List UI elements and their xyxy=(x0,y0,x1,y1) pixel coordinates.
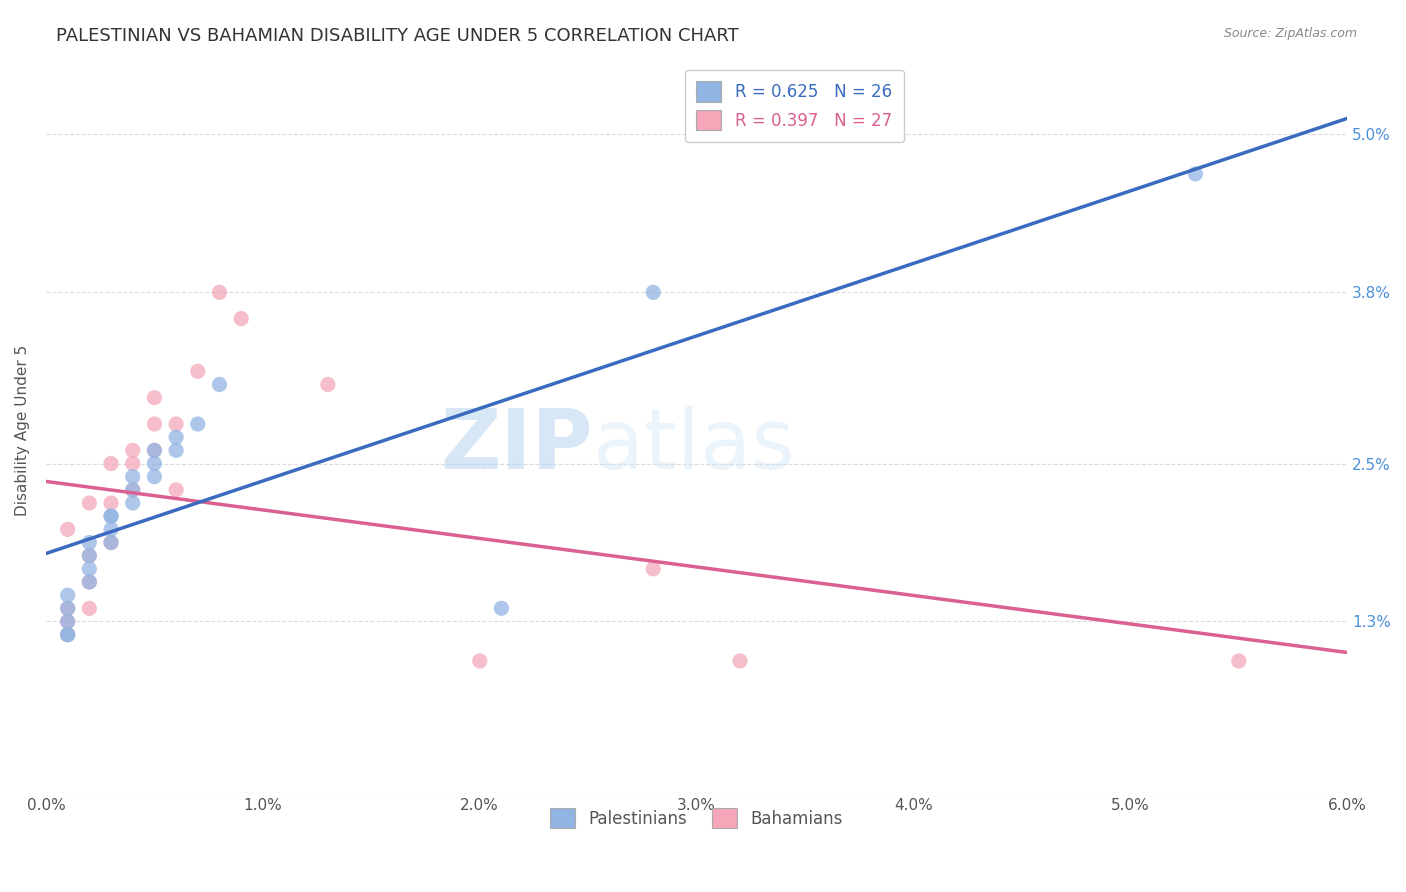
Point xyxy=(100,509,122,524)
Point xyxy=(187,417,209,431)
Point xyxy=(165,417,187,431)
Y-axis label: Disability Age Under 5: Disability Age Under 5 xyxy=(15,345,30,516)
Point xyxy=(121,457,143,471)
Point xyxy=(56,628,79,642)
Point xyxy=(165,430,187,444)
Point xyxy=(165,443,187,458)
Point xyxy=(728,654,751,668)
Text: ZIP: ZIP xyxy=(440,405,592,485)
Point xyxy=(1184,167,1206,181)
Point xyxy=(56,601,79,615)
Point xyxy=(56,615,79,629)
Point xyxy=(1227,654,1250,668)
Point xyxy=(208,377,231,392)
Point xyxy=(121,496,143,510)
Point xyxy=(56,628,79,642)
Point xyxy=(79,496,101,510)
Point xyxy=(56,628,79,642)
Text: PALESTINIAN VS BAHAMIAN DISABILITY AGE UNDER 5 CORRELATION CHART: PALESTINIAN VS BAHAMIAN DISABILITY AGE U… xyxy=(56,27,740,45)
Point xyxy=(79,549,101,563)
Text: atlas: atlas xyxy=(592,405,794,485)
Point xyxy=(121,483,143,497)
Point xyxy=(468,654,491,668)
Point xyxy=(100,457,122,471)
Point xyxy=(100,522,122,536)
Point xyxy=(316,377,339,392)
Point xyxy=(143,443,166,458)
Point xyxy=(143,469,166,483)
Point xyxy=(143,391,166,405)
Point xyxy=(643,562,665,576)
Point xyxy=(187,364,209,378)
Legend: Palestinians, Bahamians: Palestinians, Bahamians xyxy=(544,801,849,835)
Point xyxy=(100,509,122,524)
Point xyxy=(79,562,101,576)
Point xyxy=(79,574,101,589)
Point xyxy=(56,601,79,615)
Point xyxy=(121,483,143,497)
Point xyxy=(79,574,101,589)
Point xyxy=(491,601,513,615)
Point xyxy=(100,496,122,510)
Point xyxy=(79,601,101,615)
Point xyxy=(100,535,122,549)
Point xyxy=(121,443,143,458)
Text: Source: ZipAtlas.com: Source: ZipAtlas.com xyxy=(1223,27,1357,40)
Point xyxy=(121,469,143,483)
Point xyxy=(100,535,122,549)
Point xyxy=(643,285,665,300)
Point xyxy=(56,588,79,602)
Point xyxy=(56,615,79,629)
Point xyxy=(79,535,101,549)
Point xyxy=(143,443,166,458)
Point xyxy=(165,483,187,497)
Point xyxy=(143,417,166,431)
Point xyxy=(79,549,101,563)
Point xyxy=(56,522,79,536)
Point xyxy=(143,457,166,471)
Point xyxy=(208,285,231,300)
Point xyxy=(231,311,253,326)
